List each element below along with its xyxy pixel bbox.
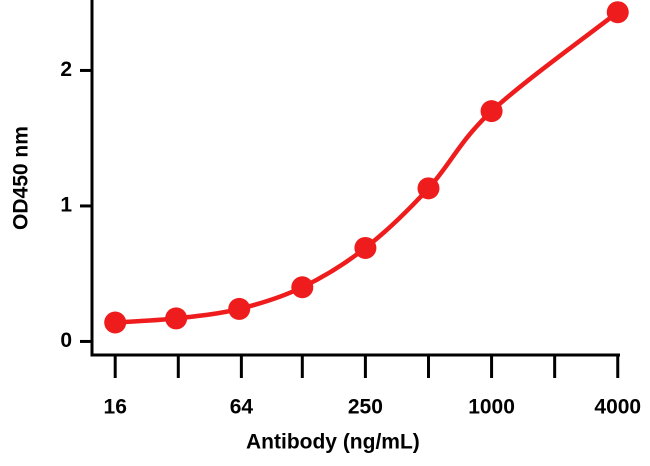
y-tick-label: 2 [60,58,72,81]
x-tick-label: 4000 [594,396,641,419]
point [228,297,251,320]
x-tick-label: 250 [348,396,383,419]
point [417,177,440,200]
point [480,100,503,123]
point [165,307,188,330]
y-tick-label: 0 [60,329,72,352]
x-tick-label: 64 [230,396,254,419]
point [104,311,127,334]
x-axis-label: Antibody (ng/mL) [246,431,420,454]
line [112,9,621,325]
point [354,236,377,259]
y-tick-label: 1 [60,194,72,217]
y-axis-label: OD450 nm [10,126,33,230]
point [291,276,314,299]
x-tick-label: 16 [104,396,127,419]
point [606,1,629,24]
x-tick-label: 1000 [468,396,515,419]
